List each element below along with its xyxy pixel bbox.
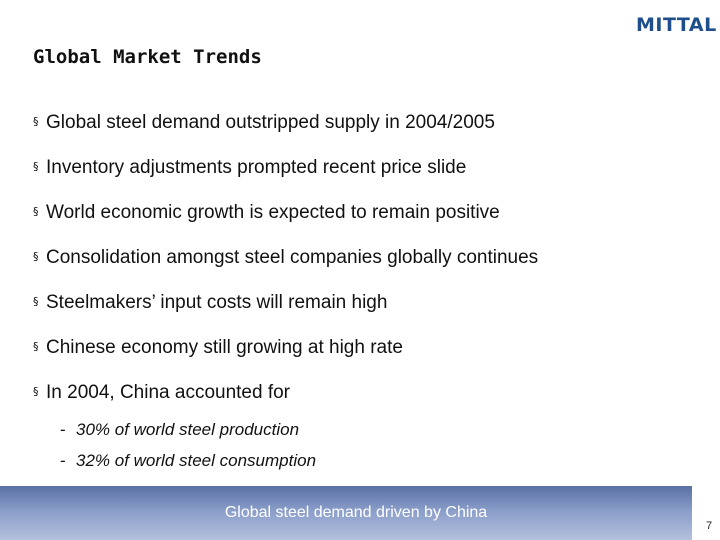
sub-bullet-text: 32% of world steel consumption — [76, 451, 317, 470]
bullet-marker-icon: § — [33, 205, 39, 218]
bullet-marker-icon: § — [33, 295, 39, 308]
dash-marker-icon: - — [60, 451, 66, 470]
bullet-marker-icon: § — [33, 340, 39, 353]
page-number: 7 — [706, 520, 713, 532]
mittal-logo: MITTAL — [636, 14, 717, 36]
bullet-text: In 2004, China accounted for — [46, 382, 291, 403]
bullet-text: World economic growth is expected to rem… — [46, 202, 500, 223]
bullet-marker-icon: § — [33, 115, 39, 128]
bullet-text: Global steel demand outstripped supply i… — [46, 112, 495, 133]
bullet-marker-icon: § — [33, 385, 39, 398]
bullet-item: § Steelmakers’ input costs will remain h… — [33, 292, 700, 337]
dash-marker-icon: - — [60, 420, 66, 439]
bullet-item: § In 2004, China accounted for — [33, 382, 700, 420]
bullet-text: Consolidation amongst steel companies gl… — [46, 247, 539, 268]
bullet-text: Inventory adjustments prompted recent pr… — [46, 157, 467, 178]
bullet-list: § Global steel demand outstripped supply… — [33, 112, 700, 482]
sub-bullet-item: - 30% of world steel production — [60, 420, 700, 451]
sub-bullet-text: 30% of world steel production — [76, 420, 300, 439]
bullet-item: § Consolidation amongst steel companies … — [33, 247, 700, 292]
bullet-item: § Inventory adjustments prompted recent … — [33, 157, 700, 202]
slide-title: Global Market Trends — [33, 46, 262, 68]
bullet-marker-icon: § — [33, 160, 39, 173]
bullet-text: Steelmakers’ input costs will remain hig… — [46, 292, 388, 313]
bullet-item: § Chinese economy still growing at high … — [33, 337, 700, 382]
sub-bullet-item: - 32% of world steel consumption — [60, 451, 700, 482]
footer-bar: Global steel demand driven by China — [0, 486, 692, 540]
bullet-item: § World economic growth is expected to r… — [33, 202, 700, 247]
footer-text: Global steel demand driven by China — [224, 504, 488, 521]
bullet-text: Chinese economy still growing at high ra… — [46, 337, 403, 358]
bullet-item: § Global steel demand outstripped supply… — [33, 112, 700, 157]
bullet-marker-icon: § — [33, 250, 39, 263]
